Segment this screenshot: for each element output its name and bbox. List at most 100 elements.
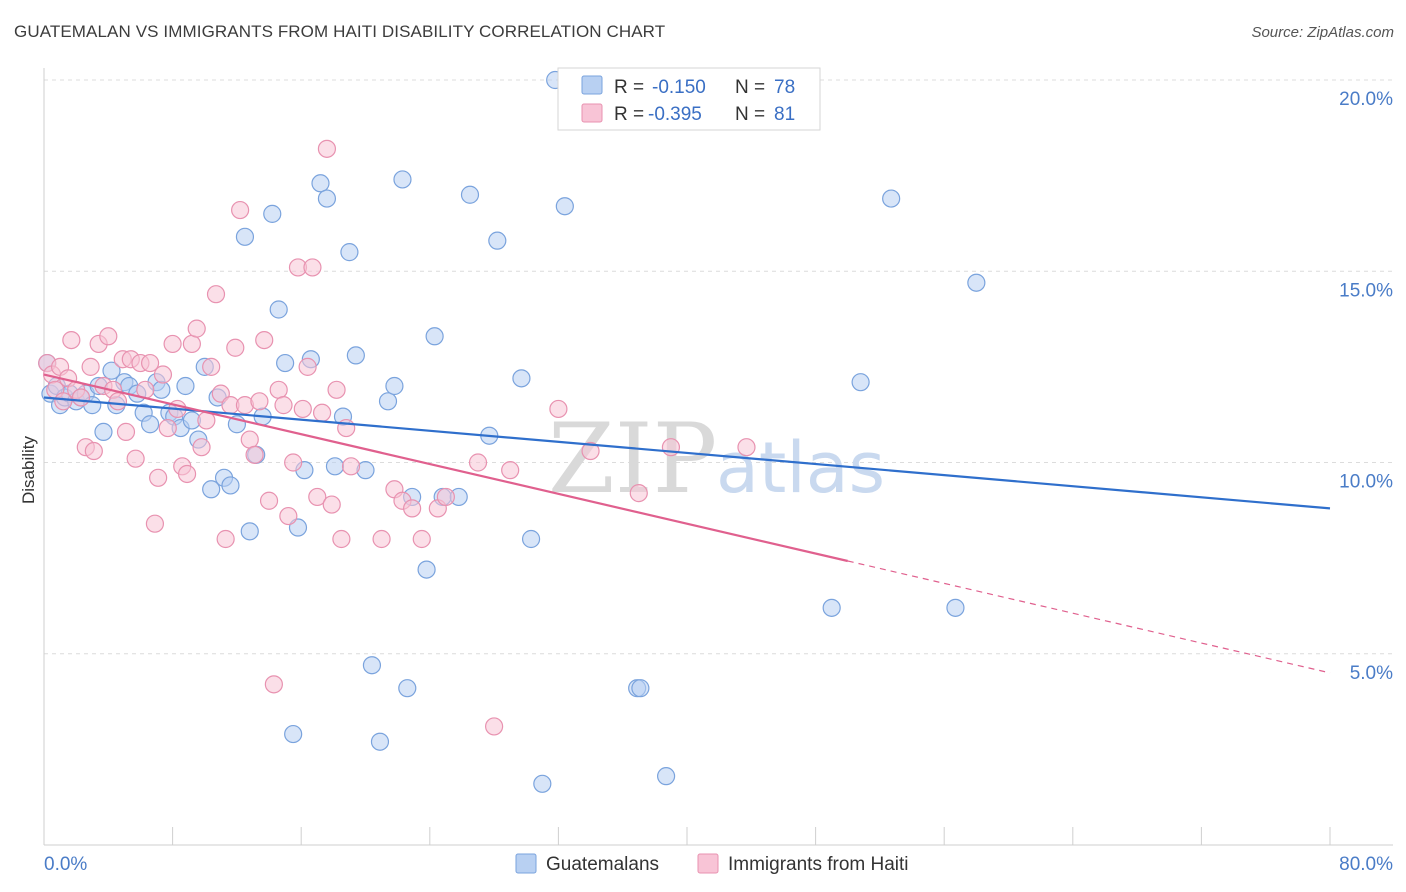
haiti-point-58 <box>308 487 327 507</box>
haiti-point-62 <box>327 380 346 399</box>
guatemalans-point-45 <box>317 189 337 208</box>
bottom-legend: Guatemalans Immigrants from Haiti <box>515 853 909 875</box>
guatemalans-point-74 <box>822 598 841 617</box>
haiti-point-53 <box>284 453 303 472</box>
chart-title: GUATEMALAN VS IMMIGRANTS FROM HAITI DISA… <box>14 22 666 41</box>
guatemalans-point-31 <box>221 476 240 495</box>
bottom-legend-label-haiti: Immigrants from Haiti <box>728 854 909 875</box>
legend-r-value-1: -0.395 <box>648 104 702 125</box>
haiti-points <box>38 139 756 736</box>
guatemalans-point-38 <box>269 300 288 319</box>
guatemalans-point-24 <box>176 376 195 396</box>
guatemalans-point-34 <box>240 522 259 541</box>
haiti-point-20 <box>126 449 145 468</box>
haiti-point-10 <box>81 357 100 376</box>
haiti-point-25 <box>149 468 168 487</box>
guatemalans-point-75 <box>851 373 870 392</box>
haiti-point-44 <box>240 430 259 449</box>
haiti-point-8 <box>71 388 91 407</box>
haiti-point-16 <box>108 392 128 411</box>
guatemalans-point-66 <box>521 529 541 549</box>
guatemalans-point-37 <box>263 204 282 223</box>
axes <box>43 68 1393 846</box>
legend-r-label-0: R = <box>614 77 644 98</box>
haiti-point-11 <box>84 441 103 461</box>
guatemalans-point-64 <box>488 231 507 250</box>
guatemalans-point-46 <box>325 457 345 476</box>
haiti-point-47 <box>255 331 274 350</box>
haiti-point-6 <box>62 331 81 350</box>
haiti-point-61 <box>322 495 341 514</box>
guatemalans-trend-line <box>43 396 1331 510</box>
haiti-point-55 <box>293 399 312 419</box>
haiti-point-57 <box>303 258 322 277</box>
guatemalans-point-59 <box>425 327 444 346</box>
grid-lines <box>44 79 1393 655</box>
bottom-legend-swatch-guatemalans <box>515 853 537 874</box>
legend-n-value-1: 81 <box>774 104 795 125</box>
haiti-point-28 <box>163 334 182 354</box>
x-tick-min: 0.0% <box>44 854 87 875</box>
haiti-point-31 <box>177 464 197 484</box>
haiti-point-24 <box>145 514 165 533</box>
haiti-point-18 <box>116 422 136 441</box>
guatemalans-point-72 <box>657 767 676 786</box>
haiti-point-59 <box>312 403 332 422</box>
guatemalans-point-28 <box>202 480 221 499</box>
guatemalans-point-71 <box>631 679 650 698</box>
guatemalans-point-18 <box>140 415 160 434</box>
haiti-point-37 <box>206 285 226 304</box>
legend-r-value-0: -0.150 <box>652 77 706 98</box>
haiti-point-48 <box>259 491 279 510</box>
haiti-point-77 <box>581 441 600 461</box>
haiti-point-69 <box>403 499 422 518</box>
y-tick-label-2: 15.0% <box>1339 280 1393 301</box>
haiti-point-63 <box>332 529 351 549</box>
guatemalans-point-12 <box>102 361 121 380</box>
y-axis-label: Disability <box>19 435 38 504</box>
legend-n-value-0: 78 <box>774 77 795 98</box>
haiti-point-80 <box>737 438 756 457</box>
legend-swatch-guatemalans <box>581 75 603 95</box>
guatemalans-point-39 <box>276 353 295 373</box>
guatemalans-point-54 <box>385 376 404 396</box>
haiti-trend-extension <box>847 560 1331 674</box>
haiti-point-51 <box>274 396 293 415</box>
haiti-point-60 <box>317 139 337 158</box>
haiti-point-46 <box>250 392 269 411</box>
legend-swatch-haiti <box>581 103 603 123</box>
y-tick-labels: 5.0% 10.0% 15.0% 20.0% <box>1339 89 1393 684</box>
legend-n-label-0: N = <box>735 77 765 98</box>
source-label: Source: ZipAtlas.com <box>1251 24 1394 41</box>
guatemalans-point-65 <box>512 369 531 388</box>
haiti-point-36 <box>202 357 221 376</box>
legend-n-label-1: N = <box>735 104 765 125</box>
bottom-legend-label-guatemalans: Guatemalans <box>546 854 659 875</box>
guatemalans-point-78 <box>967 273 986 292</box>
haiti-point-72 <box>436 487 455 507</box>
guatemalans-point-67 <box>533 774 552 793</box>
guatemalans-point-69 <box>555 197 574 216</box>
haiti-point-74 <box>485 717 504 736</box>
guatemalans-point-52 <box>370 732 390 751</box>
haiti-point-50 <box>269 380 288 399</box>
haiti-point-39 <box>216 529 235 549</box>
haiti-point-76 <box>549 399 568 419</box>
y-tick-label-3: 20.0% <box>1339 89 1393 110</box>
watermark: ZIP atlas <box>548 403 885 515</box>
haiti-trend-line <box>43 373 848 563</box>
haiti-point-70 <box>412 529 431 549</box>
haiti-point-32 <box>182 334 201 354</box>
haiti-point-66 <box>372 529 391 549</box>
guatemalans-point-20 <box>152 380 171 399</box>
guatemalans-point-56 <box>398 679 417 698</box>
guatemalans-point-33 <box>235 227 255 246</box>
guatemalans-point-11 <box>94 422 113 441</box>
haiti-point-41 <box>226 338 245 357</box>
haiti-point-56 <box>298 357 317 376</box>
haiti-point-26 <box>153 365 173 384</box>
guatemalans-point-53 <box>378 392 398 411</box>
guatemalans-point-49 <box>346 346 365 365</box>
haiti-point-45 <box>245 445 264 464</box>
